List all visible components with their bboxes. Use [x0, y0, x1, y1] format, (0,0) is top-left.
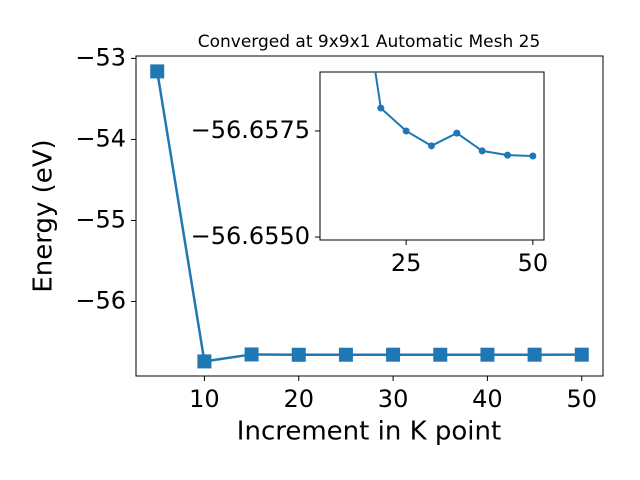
y-tick-label: −53 — [75, 43, 126, 71]
plot-area — [150, 64, 589, 369]
marker — [427, 142, 435, 150]
x-tick-label: 40 — [472, 385, 503, 413]
marker — [402, 127, 410, 135]
marker — [527, 347, 542, 362]
y-axis-label: Energy (eV) — [29, 139, 59, 292]
marker — [453, 129, 461, 137]
marker — [150, 64, 165, 79]
x-tick-label: 50 — [518, 249, 549, 277]
y-tick-label: −56 — [75, 286, 126, 314]
series-line — [155, 71, 582, 363]
y-tick-label: −54 — [75, 124, 126, 152]
marker — [386, 347, 401, 362]
x-tick-label: 10 — [189, 385, 220, 413]
x-tick-label: 50 — [566, 385, 597, 413]
chart-title: Converged at 9x9x1 Automatic Mesh 25 — [198, 32, 541, 52]
marker — [377, 104, 385, 112]
plot-area — [374, 72, 537, 160]
y-tick-label: −55 — [75, 205, 126, 233]
x-tick-label: 25 — [391, 249, 422, 277]
x-tick-label: 20 — [283, 385, 314, 413]
y-tick-label: −56.6550 — [191, 222, 310, 250]
marker — [478, 147, 486, 155]
x-axis-label: Increment in K point — [237, 417, 501, 447]
marker — [291, 347, 306, 362]
marker — [338, 347, 353, 362]
y-tick-label: −56.6575 — [191, 116, 310, 144]
marker — [244, 347, 259, 362]
marker — [480, 347, 495, 362]
x-tick-label: 30 — [378, 385, 409, 413]
marker — [197, 354, 212, 369]
marker — [504, 151, 512, 159]
marker — [529, 152, 537, 160]
marker — [433, 347, 448, 362]
marker — [574, 347, 589, 362]
series-line — [374, 72, 533, 157]
